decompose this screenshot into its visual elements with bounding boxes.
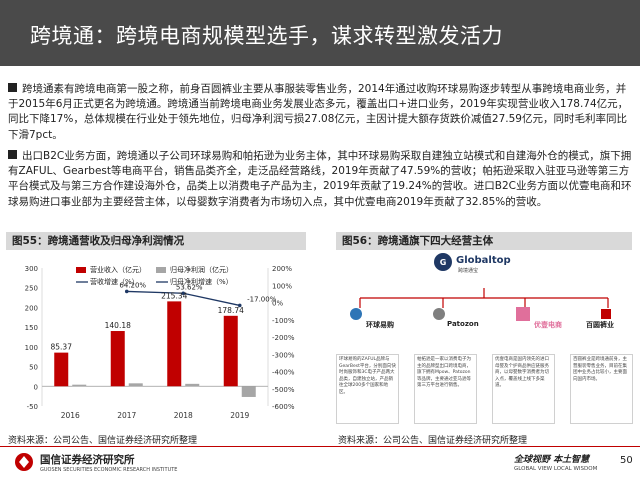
y-left-tick-label: 150 bbox=[25, 324, 38, 332]
figure55-label: 图55：跨境通营收及归母净利润情况 bbox=[6, 232, 306, 250]
brand-name-baiyuan: 百圆裤业 bbox=[586, 321, 614, 329]
legend-label: 营收增速（%） bbox=[90, 277, 139, 286]
bar-value-label: 178.74 bbox=[218, 306, 244, 315]
business-structure-panel: G Globaltop 跨境通宝 环球易购 Patozon 优壹电商 百圆裤业 … bbox=[336, 252, 633, 430]
legend-label: 营业收入（亿元） bbox=[90, 265, 146, 274]
point-revenue-growth bbox=[181, 291, 186, 296]
legend-swatch bbox=[76, 267, 86, 273]
bar-value-label: 85.37 bbox=[51, 343, 73, 352]
page-number: 50 bbox=[620, 455, 633, 466]
y-right-tick-label: -300% bbox=[272, 351, 295, 359]
brand-desc-baiyuan: 百圆裤业是跨境通前身，主营服装零售业务，目前在集团中业务占比较小，主要面向国内市… bbox=[570, 354, 633, 424]
x-tick-label: 2019 bbox=[230, 411, 249, 420]
bar-revenue bbox=[54, 352, 69, 387]
bar-net-profit bbox=[72, 384, 87, 387]
bar-net-profit bbox=[128, 383, 143, 387]
y-right-tick-label: -600% bbox=[272, 403, 295, 411]
globaltop-logo: Globaltop bbox=[456, 255, 511, 266]
footer-slogan: 全球视野 本土智慧 bbox=[514, 455, 590, 465]
y-left-tick-label: 300 bbox=[25, 265, 38, 273]
org-tree-lines: G bbox=[350, 253, 611, 321]
bar-net-profit bbox=[241, 386, 256, 397]
y-right-tick-label: 200% bbox=[272, 265, 292, 273]
paragraph-company-overview: 跨境通素有跨境电商第一股之称，前身百圆裤业主要从事服装零售业务，2014年通过收… bbox=[8, 82, 636, 143]
paragraph-text: 跨境通素有跨境电商第一股之称，前身百圆裤业主要从事服装零售业务，2014年通过收… bbox=[8, 83, 629, 141]
y-left-tick-label: -50 bbox=[27, 403, 38, 411]
y-left-tick-label: 0 bbox=[34, 383, 38, 391]
brand-name-youyi: 优壹电商 bbox=[534, 321, 562, 329]
x-tick-label: 2018 bbox=[174, 411, 193, 420]
revenue-profit-chart: -50 0 50 100 150 200 250 300 200% 100% 0% -100% -20… bbox=[25, 265, 295, 420]
y-left-tick-label: 250 bbox=[25, 285, 38, 293]
bar-value-label: 140.18 bbox=[105, 321, 131, 330]
baiyuan-logo-icon bbox=[601, 309, 611, 319]
y-right-tick-label: -200% bbox=[272, 334, 295, 342]
bullet-square-icon bbox=[8, 83, 17, 92]
brand-name-patozon: Patozon bbox=[447, 320, 479, 328]
line-value-label: 64.20% bbox=[119, 281, 146, 289]
legend-label: 归母净利润（亿元） bbox=[170, 265, 233, 274]
figure56-source: 资料来源：公司公告、国信证券经济研究所整理 bbox=[338, 436, 528, 446]
brand-name-huanqiu: 环球易购 bbox=[366, 321, 394, 329]
footer-divider bbox=[0, 446, 640, 447]
paragraph-text: 出口B2C业务方面，跨境通以子公司环球易购和帕拓逊为业务主体，其中环球易购采取自… bbox=[8, 150, 632, 208]
footer-org-name: 国信证券经济研究所 bbox=[40, 454, 135, 466]
page-title: 跨境通：跨境电商规模型选手，谋求转型激发活力 bbox=[30, 24, 503, 48]
footer-slogan-en: GLOBAL VIEW LOCAL WISDOM bbox=[514, 466, 598, 472]
x-tick-label: 2016 bbox=[61, 411, 80, 420]
brand-desc-patozon: 帕拓逊是一家以消费电子为主的品牌型出口跨境电商，旗下拥有Mpow、Patozon… bbox=[414, 354, 477, 424]
y-left-tick-label: 50 bbox=[29, 364, 38, 372]
point-revenue-growth bbox=[237, 303, 242, 308]
svg-text:G: G bbox=[440, 258, 447, 267]
bar-revenue bbox=[223, 315, 238, 387]
bar-value-label: 215.34 bbox=[161, 291, 187, 300]
line-value-label: -17.00% bbox=[247, 295, 277, 303]
y-right-tick-label: -400% bbox=[272, 369, 295, 377]
globaltop-logo-sub: 跨境通宝 bbox=[458, 268, 479, 274]
brand-desc-huanqiu: 环球易购的ZAFUL品牌与GearBest平台，分别面向快时尚服饰和3C电子产品… bbox=[336, 354, 399, 424]
youyi-logo-icon bbox=[516, 307, 530, 321]
bar-revenue bbox=[167, 301, 182, 387]
y-right-tick-label: -100% bbox=[272, 317, 295, 325]
bar-revenue bbox=[110, 331, 125, 387]
bullet-square-icon bbox=[8, 150, 17, 159]
paragraph-b2c-business: 出口B2C业务方面，跨境通以子公司环球易购和帕拓逊为业务主体，其中环球易购采取自… bbox=[8, 149, 636, 210]
x-tick-label: 2017 bbox=[117, 411, 136, 420]
y-left-tick-label: 100 bbox=[25, 344, 38, 352]
y-right-tick-label: 100% bbox=[272, 282, 292, 290]
header-bar: 跨境通：跨境电商规模型选手，谋求转型激发活力 bbox=[0, 0, 640, 66]
line-value-label: 53.62% bbox=[176, 283, 203, 291]
figure55-source: 资料来源：公司公告、国信证券经济研究所整理 bbox=[8, 436, 198, 446]
guosen-logo-icon bbox=[15, 453, 33, 471]
figure56-label: 图56：跨境通旗下四大经营主体 bbox=[336, 232, 632, 250]
bar-net-profit bbox=[185, 383, 200, 387]
patozon-logo-icon bbox=[433, 308, 445, 320]
brand-desc-youyi: 优壹电商是国内领先的进口母婴及个护商品供应链服务商，以母婴数字消费者为切入点，覆… bbox=[492, 354, 555, 424]
point-revenue-growth bbox=[124, 289, 129, 294]
globaltop-logo-icon bbox=[434, 253, 452, 271]
y-right-tick-label: -500% bbox=[272, 386, 295, 394]
legend-swatch bbox=[156, 267, 166, 273]
footer-org-name-en: GUOSEN SECURITIES ECONOMIC RESEARCH INST… bbox=[40, 467, 178, 473]
huanqiu-logo-icon bbox=[350, 308, 362, 320]
legend-label: 归母净利增速（%） bbox=[170, 277, 233, 286]
y-left-tick-label: 200 bbox=[25, 304, 38, 312]
y-right-tick-label: 0% bbox=[272, 300, 283, 308]
